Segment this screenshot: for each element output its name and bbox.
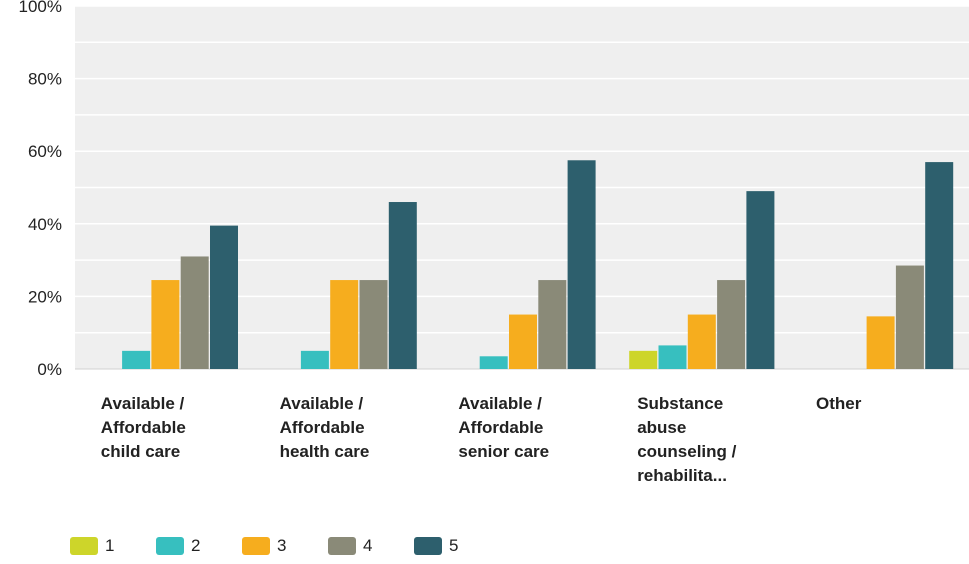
bar-series-5 [210,225,238,369]
legend-swatch-1 [70,537,98,555]
legend-swatch-5 [414,537,442,555]
y-tick-label: 20% [28,287,62,306]
x-category-label-line: Affordable [279,418,365,437]
bar-series-2 [122,350,151,369]
x-category-label: Available / Affordable health care [280,392,430,464]
bar-series-5 [925,162,954,369]
legend-label-5: 5 [449,536,459,555]
bar-series-1 [629,350,658,369]
x-category-label-line: rehabilita... [637,466,727,485]
bar-series-4 [359,280,388,369]
y-tick-label: 40% [28,215,62,234]
legend-item-1[interactable]: 1 [70,536,156,556]
legend-swatch-2 [156,537,184,555]
bar-series-4 [895,265,924,369]
bar-series-2 [479,356,508,369]
bar-series-4 [538,280,567,369]
bar-series-4 [180,256,209,369]
legend-label-1: 1 [105,536,115,555]
x-category-label-line: counseling / [637,442,737,461]
x-category-label-line: Available / [100,394,185,413]
bar-series-4 [717,280,746,369]
x-category-label: Available / Affordable senior care [458,392,608,464]
bar-series-3 [866,316,895,369]
y-tick-label: 60% [28,142,62,161]
bar-series-3 [687,314,716,369]
x-category-label-line: Affordable [100,418,186,437]
x-category-label-line: Available / [279,394,364,413]
x-category-label-line: health care [279,442,370,461]
y-axis-ticks: 100% 80% 60% 40% 20% 0% [19,0,62,379]
x-category-label-line: Other [816,394,862,413]
legend-swatch-4 [328,537,356,555]
bar-series-2 [300,350,329,369]
bar-series-3 [330,280,359,369]
legend-label-3: 3 [277,536,287,555]
y-tick-label: 0% [37,360,62,379]
y-tick-label: 100% [19,0,62,16]
legend-item-4[interactable]: 4 [328,536,414,556]
legend-item-2[interactable]: 2 [156,536,242,556]
legend-item-5[interactable]: 5 [414,536,500,556]
bar-series-3 [509,314,537,369]
y-tick-label: 80% [28,70,62,89]
x-category-label-line: abuse [637,418,687,437]
legend-item-3[interactable]: 3 [242,536,328,556]
x-category-label-line: Substance [637,394,724,413]
bar-series-5 [388,202,417,369]
x-category-label-line: Available / [458,394,542,413]
legend-label-4: 4 [363,536,373,555]
legend: 1 2 3 4 5 [70,536,500,556]
x-category-label: Substance abuse counseling / rehabilita... [637,392,787,488]
bar-series-3 [151,280,180,369]
bar-series-5 [746,191,775,369]
legend-swatch-3 [242,537,270,555]
bar-series-5 [567,160,596,369]
bars [122,160,954,369]
x-category-label-line: Affordable [458,418,544,437]
x-category-label-line: child care [100,442,181,461]
bar-series-2 [658,345,687,369]
x-category-label: Available / Affordable child care [101,392,251,464]
legend-label-2: 2 [191,536,201,555]
x-category-label: Other [816,392,966,416]
x-category-label-line: senior care [458,442,550,461]
